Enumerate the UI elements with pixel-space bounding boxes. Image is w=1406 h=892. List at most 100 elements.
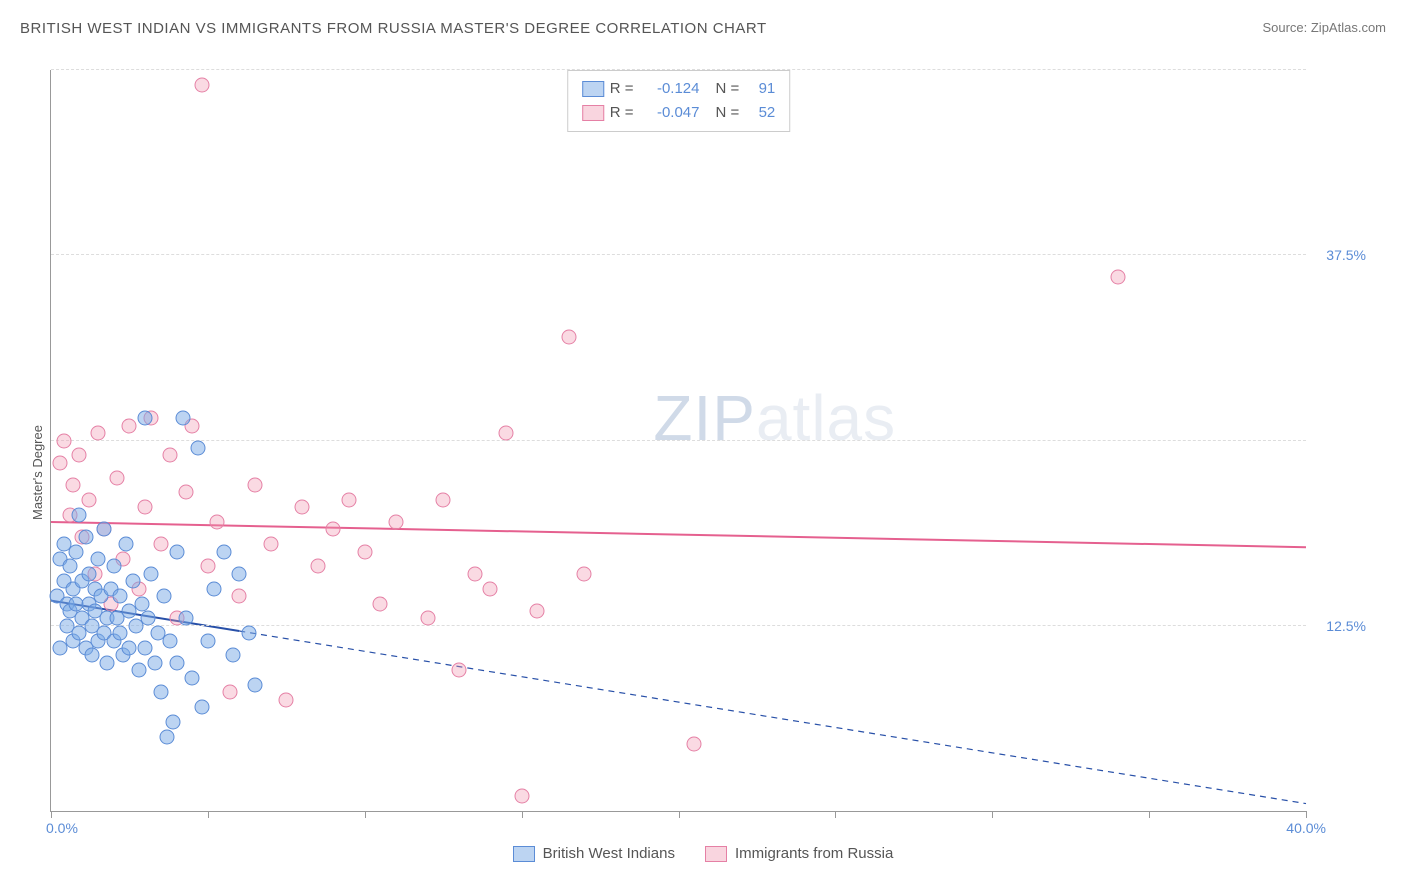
- data-point: [84, 648, 99, 663]
- y-axis-title: Master's Degree: [30, 425, 45, 520]
- data-point: [207, 581, 222, 596]
- data-point: [530, 603, 545, 618]
- data-point: [216, 544, 231, 559]
- source-label: Source: ZipAtlas.com: [1262, 20, 1386, 35]
- x-tick: [835, 811, 836, 818]
- legend-label-b: Immigrants from Russia: [735, 845, 893, 862]
- data-point: [153, 537, 168, 552]
- x-tick: [1306, 811, 1307, 818]
- data-point: [91, 426, 106, 441]
- data-point: [295, 500, 310, 515]
- data-point: [436, 492, 451, 507]
- bottom-legend: British West Indians Immigrants from Rus…: [0, 845, 1406, 862]
- data-point: [69, 544, 84, 559]
- x-tick: [522, 811, 523, 818]
- x-tick: [1149, 811, 1150, 818]
- data-point: [125, 574, 140, 589]
- data-point: [263, 537, 278, 552]
- data-point: [144, 566, 159, 581]
- stats-box: R = -0.124 N = 91 R = -0.047 N = 52: [567, 70, 791, 132]
- data-point: [65, 477, 80, 492]
- trend-lines: [51, 70, 1306, 811]
- data-point: [561, 329, 576, 344]
- x-tick-label: 0.0%: [46, 820, 78, 836]
- plot-area: ZIPatlas R = -0.124 N = 91 R = -0.047 N …: [50, 70, 1306, 812]
- data-point: [222, 685, 237, 700]
- data-point: [131, 663, 146, 678]
- data-point: [373, 596, 388, 611]
- swatch-b-icon: [582, 105, 604, 121]
- data-point: [247, 477, 262, 492]
- x-tick: [679, 811, 680, 818]
- legend-swatch-b-icon: [705, 846, 727, 862]
- data-point: [138, 640, 153, 655]
- data-point: [200, 559, 215, 574]
- legend-item-b: Immigrants from Russia: [705, 845, 893, 862]
- data-point: [81, 566, 96, 581]
- data-point: [81, 492, 96, 507]
- data-point: [200, 633, 215, 648]
- data-point: [62, 559, 77, 574]
- data-point: [166, 715, 181, 730]
- x-tick: [365, 811, 366, 818]
- x-tick: [992, 811, 993, 818]
- data-point: [134, 596, 149, 611]
- swatch-a-icon: [582, 81, 604, 97]
- data-point: [113, 589, 128, 604]
- data-point: [178, 611, 193, 626]
- r-value-a: -0.124: [640, 77, 700, 101]
- data-point: [109, 470, 124, 485]
- data-point: [72, 507, 87, 522]
- data-point: [169, 655, 184, 670]
- x-tick-label: 40.0%: [1286, 820, 1326, 836]
- data-point: [56, 433, 71, 448]
- x-tick: [208, 811, 209, 818]
- data-point: [122, 640, 137, 655]
- gridline: [51, 254, 1306, 255]
- data-point: [210, 515, 225, 530]
- data-point: [53, 455, 68, 470]
- data-point: [389, 515, 404, 530]
- n-value-a: 91: [745, 77, 775, 101]
- n-label: N =: [716, 101, 740, 125]
- data-point: [175, 411, 190, 426]
- data-point: [687, 737, 702, 752]
- legend-item-a: British West Indians: [513, 845, 675, 862]
- data-point: [194, 700, 209, 715]
- data-point: [498, 426, 513, 441]
- data-point: [232, 566, 247, 581]
- data-point: [156, 589, 171, 604]
- data-point: [119, 537, 134, 552]
- legend-label-a: British West Indians: [543, 845, 675, 862]
- data-point: [97, 522, 112, 537]
- x-tick: [51, 811, 52, 818]
- data-point: [153, 685, 168, 700]
- data-point: [138, 411, 153, 426]
- r-label: R =: [610, 101, 634, 125]
- data-point: [100, 655, 115, 670]
- data-point: [138, 500, 153, 515]
- data-point: [178, 485, 193, 500]
- data-point: [225, 648, 240, 663]
- data-point: [72, 448, 87, 463]
- watermark-atlas: atlas: [756, 382, 896, 454]
- data-point: [194, 77, 209, 92]
- data-point: [163, 448, 178, 463]
- data-point: [106, 559, 121, 574]
- stats-row-a: R = -0.124 N = 91: [582, 77, 776, 101]
- data-point: [326, 522, 341, 537]
- data-point: [310, 559, 325, 574]
- data-point: [357, 544, 372, 559]
- data-point: [191, 440, 206, 455]
- data-point: [163, 633, 178, 648]
- data-point: [185, 670, 200, 685]
- gridline: [51, 440, 1306, 441]
- data-point: [122, 418, 137, 433]
- data-point: [420, 611, 435, 626]
- data-point: [451, 663, 466, 678]
- data-point: [78, 529, 93, 544]
- data-point: [577, 566, 592, 581]
- data-point: [147, 655, 162, 670]
- data-point: [279, 692, 294, 707]
- data-point: [247, 678, 262, 693]
